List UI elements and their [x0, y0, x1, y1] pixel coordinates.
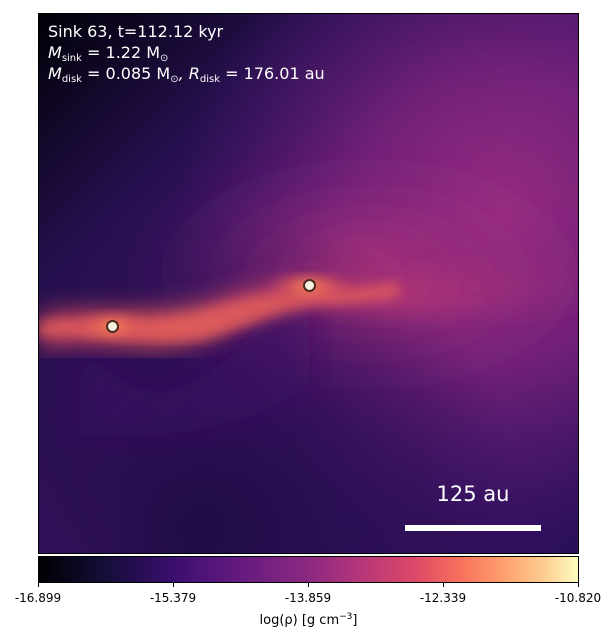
- sink-info-text: Sink 63, t=112.12 kyr Msink = 1.22 M⊙ Md…: [48, 21, 325, 85]
- colorbar-tick: [38, 583, 39, 587]
- sink-center-marker: [303, 279, 316, 292]
- scale-bar: [405, 525, 541, 531]
- colorbar: [38, 556, 579, 583]
- scale-bar-label: 125 au: [436, 482, 510, 506]
- colorbar-tick: [578, 583, 579, 587]
- disk-mass-radius-line: Mdisk = 0.085 M⊙, Rdisk = 176.01 au: [48, 64, 325, 85]
- density-map-panel: Sink 63, t=112.12 kyr Msink = 1.22 M⊙ Md…: [38, 13, 579, 554]
- colorbar-tick-label: -15.379: [149, 591, 197, 605]
- sink-left-marker: [106, 320, 119, 333]
- colorbar-tick: [173, 583, 174, 587]
- sink-id-time: Sink 63, t=112.12 kyr: [48, 22, 224, 41]
- colorbar-tick: [443, 583, 444, 587]
- colorbar-tick-label: -10.820: [554, 591, 602, 605]
- colorbar-tick-label: -16.899: [14, 591, 62, 605]
- colorbar-tick-label: -12.339: [419, 591, 467, 605]
- colorbar-tick-label: -13.859: [284, 591, 332, 605]
- colorbar-label: log(ρ) [g cm−3]: [259, 612, 358, 629]
- sink-mass-line: Msink = 1.22 M⊙: [48, 43, 169, 64]
- colorbar-tick: [308, 583, 309, 587]
